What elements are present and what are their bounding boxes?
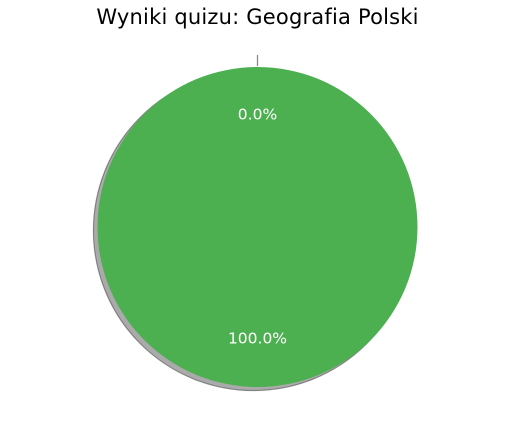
pie-pct-label-0: 0.0% — [238, 106, 277, 124]
pie-labels: 0.0% 100.0% — [228, 55, 287, 348]
pie-pct-label-1: 100.0% — [228, 330, 287, 348]
pie-slice-1 — [97, 67, 418, 387]
pie-slices — [97, 67, 418, 387]
chart-title: Wyniki quizu: Geografia Polski — [96, 5, 419, 29]
